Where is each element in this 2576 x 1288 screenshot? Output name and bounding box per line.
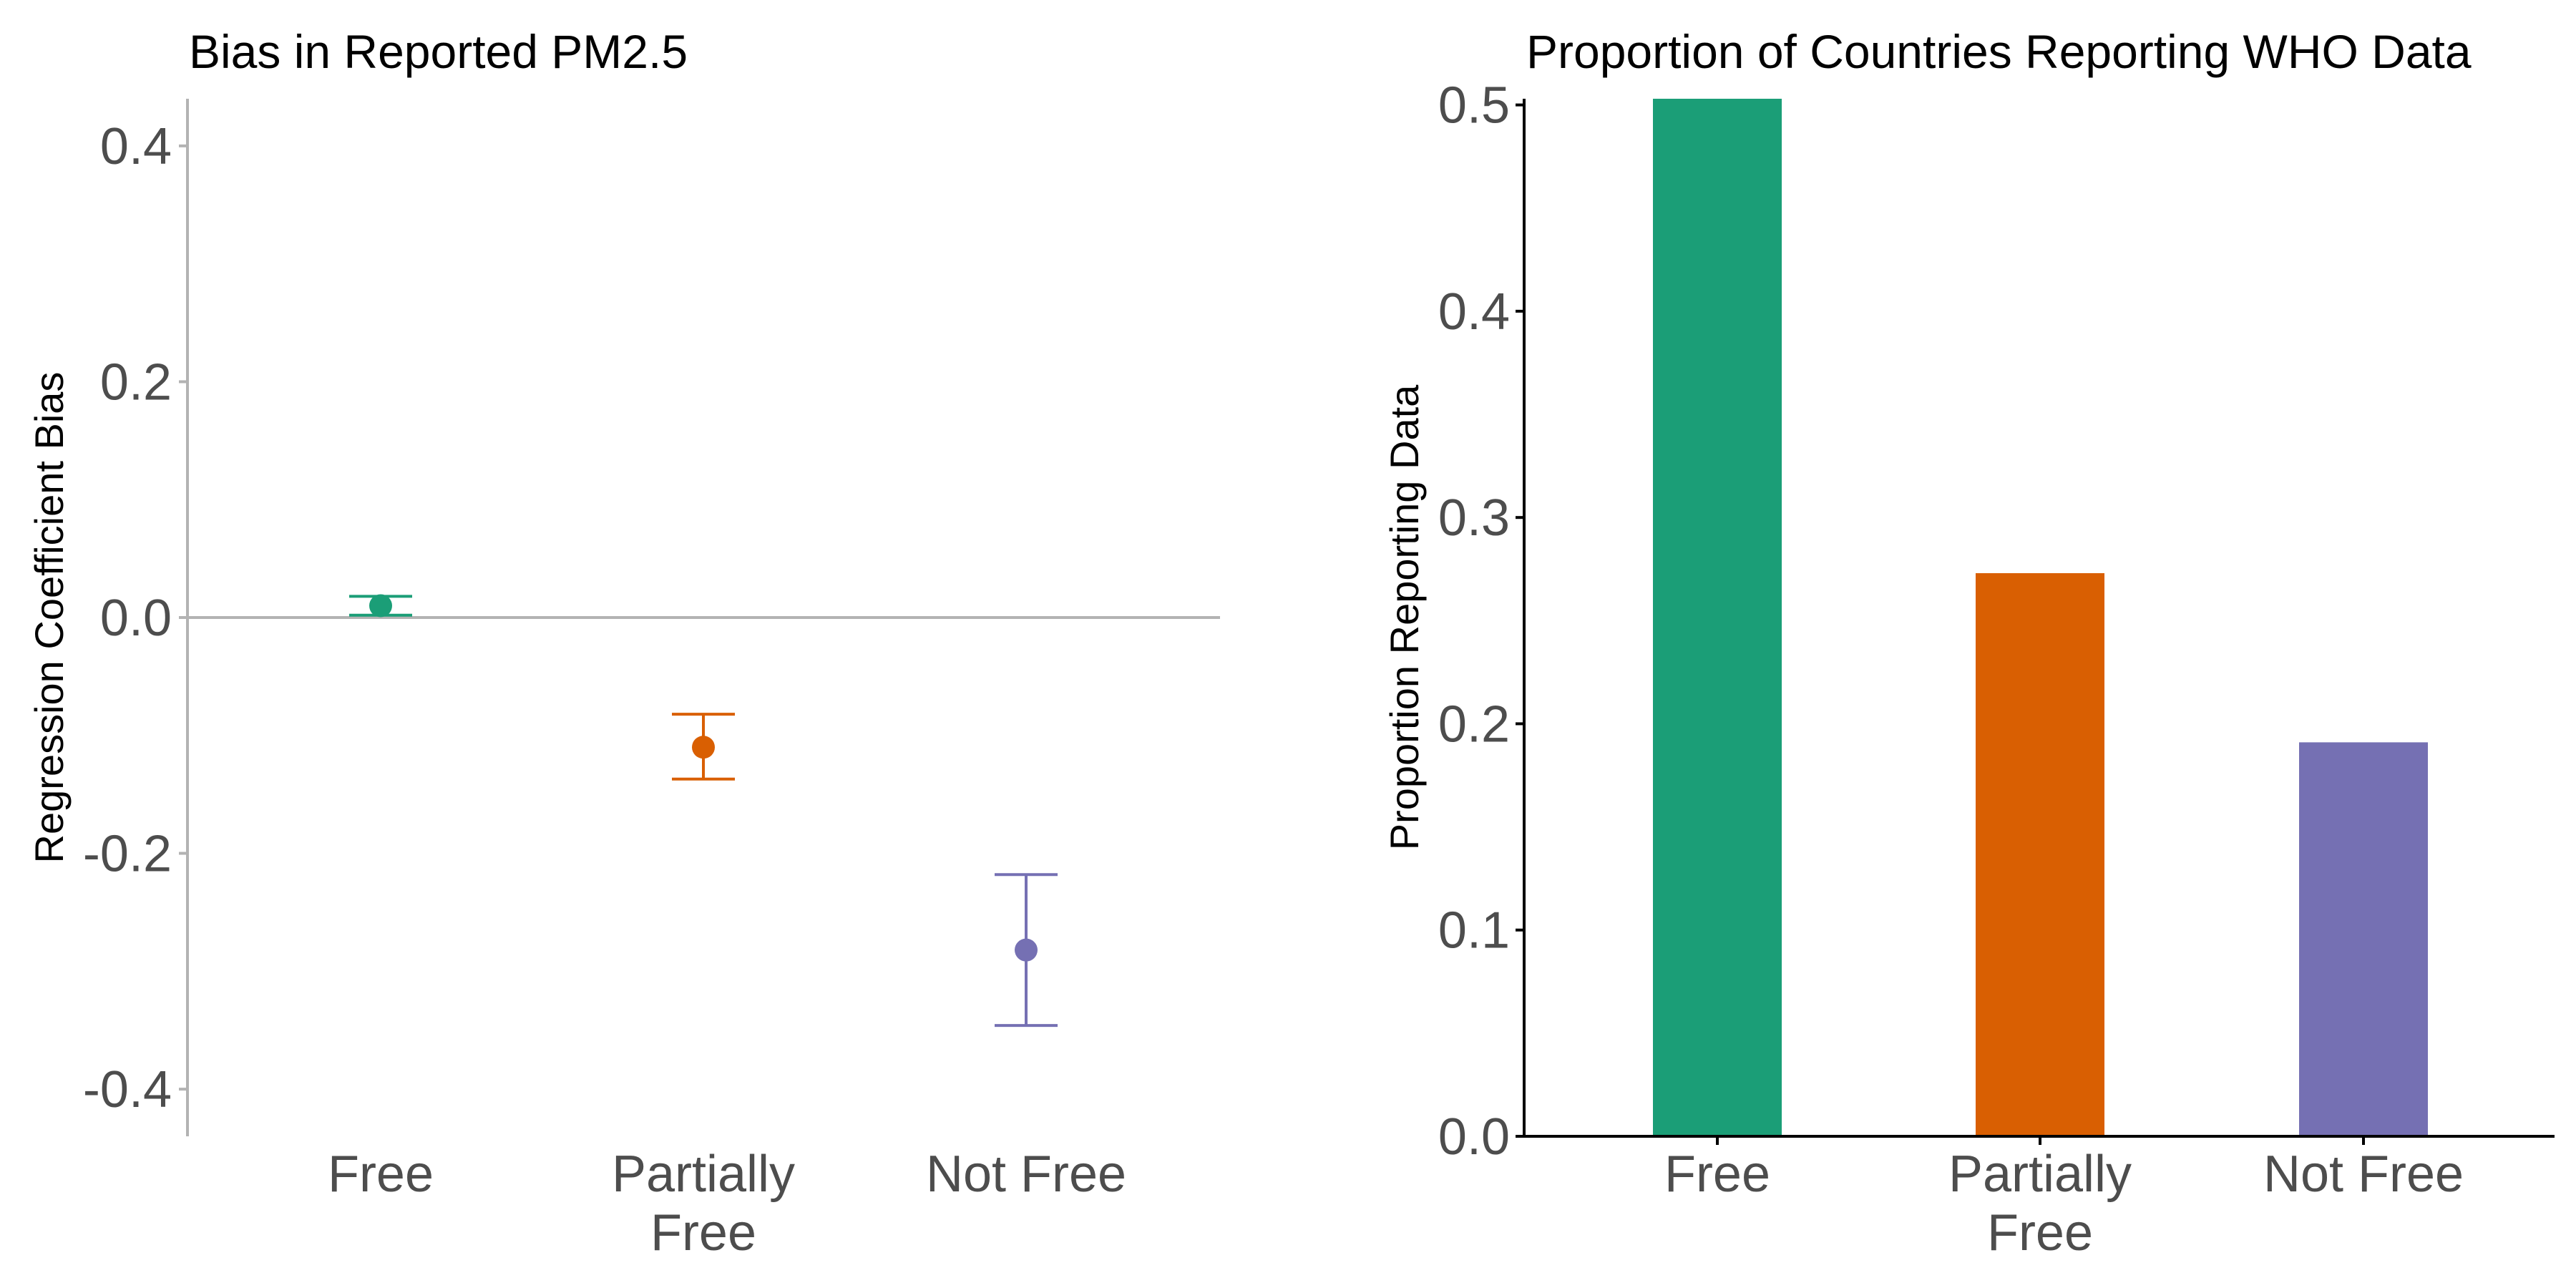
bar (1976, 573, 2104, 1136)
right-y-axis-label: Proportion Reporting Data (1382, 384, 1427, 850)
bias-panel: Bias in Reported PM2.5 Regression Coeffic… (26, 25, 1220, 1262)
left-chart-title: Bias in Reported PM2.5 (189, 25, 688, 78)
reporting-panel: Proportion of Countries Reporting WHO Da… (1382, 25, 2555, 1262)
right-y-tick-label: 0.0 (1438, 1108, 1510, 1166)
estimate-point (1015, 938, 1038, 962)
left-x-tick-label: Free (328, 1146, 434, 1203)
estimate-point (692, 736, 715, 759)
right-chart-title: Proportion of Countries Reporting WHO Da… (1526, 25, 2472, 78)
right-y-tick-label: 0.1 (1438, 902, 1510, 960)
right-y-tick-label: 0.2 (1438, 696, 1510, 753)
left-y-axis-label: Regression Coefficient Bias (26, 372, 72, 864)
bar (2299, 742, 2428, 1136)
left-y-tick-label: -0.2 (83, 826, 172, 883)
left-y-tick-label: -0.4 (83, 1061, 172, 1118)
right-y-tick-label: 0.3 (1438, 489, 1510, 547)
bar (1653, 99, 1782, 1136)
estimate-point (369, 594, 392, 618)
left-y-tick-label: 0.4 (100, 118, 172, 175)
right-y-tick-label: 0.4 (1438, 283, 1510, 341)
left-y-tick-label: 0.2 (100, 353, 172, 411)
right-x-tick-label: Free (1664, 1146, 1770, 1203)
right-y-tick-label: 0.5 (1438, 77, 1510, 135)
left-y-tick-label: 0.0 (100, 590, 172, 647)
right-x-tick-label: Partially Free (1948, 1146, 2132, 1262)
right-x-tick-label: Not Free (2263, 1146, 2464, 1203)
left-x-tick-label: Not Free (926, 1146, 1126, 1203)
left-x-tick-label: Partially Free (612, 1146, 795, 1262)
